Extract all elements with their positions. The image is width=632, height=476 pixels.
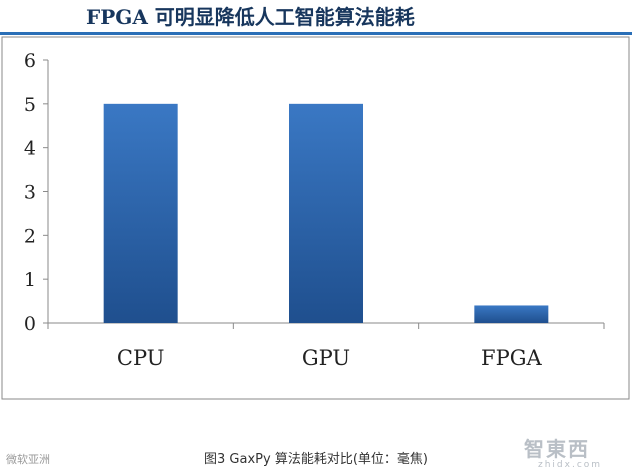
x-tick-label: FPGA — [481, 346, 542, 370]
x-tick-label: CPU — [117, 346, 165, 370]
watermark-logo-url: zhidx.com — [538, 460, 603, 470]
bar-gpu — [289, 103, 363, 323]
x-tick-label: GPU — [302, 346, 350, 370]
y-axis: 0 1 2 3 4 5 6 — [24, 50, 49, 335]
watermark-logo-text: 智東西 — [524, 437, 590, 461]
figure-caption: 图3 GaxPy 算法能耗对比(单位：毫焦) — [204, 452, 428, 467]
y-tick-label: 3 — [24, 182, 36, 204]
bar-cpu — [103, 103, 178, 323]
chart-frame — [1, 36, 630, 400]
title-divider — [0, 32, 632, 35]
bar-fpga — [474, 305, 549, 323]
x-axis: CPU GPU FPGA — [47, 322, 605, 370]
page-title: FPGA 可明显降低人工智能算法能耗 — [86, 5, 415, 29]
y-tick-label: 6 — [24, 50, 36, 72]
y-tick-label: 2 — [24, 225, 36, 247]
bars — [103, 103, 549, 323]
y-tick-label: 4 — [24, 138, 36, 160]
watermark-logo: 智東西 zhidx.com — [524, 438, 628, 474]
watermark-left: 微软亚洲 — [6, 453, 50, 466]
y-tick-label: 0 — [24, 313, 36, 335]
y-tick-label: 5 — [24, 94, 36, 116]
y-tick-label: 1 — [24, 269, 36, 291]
